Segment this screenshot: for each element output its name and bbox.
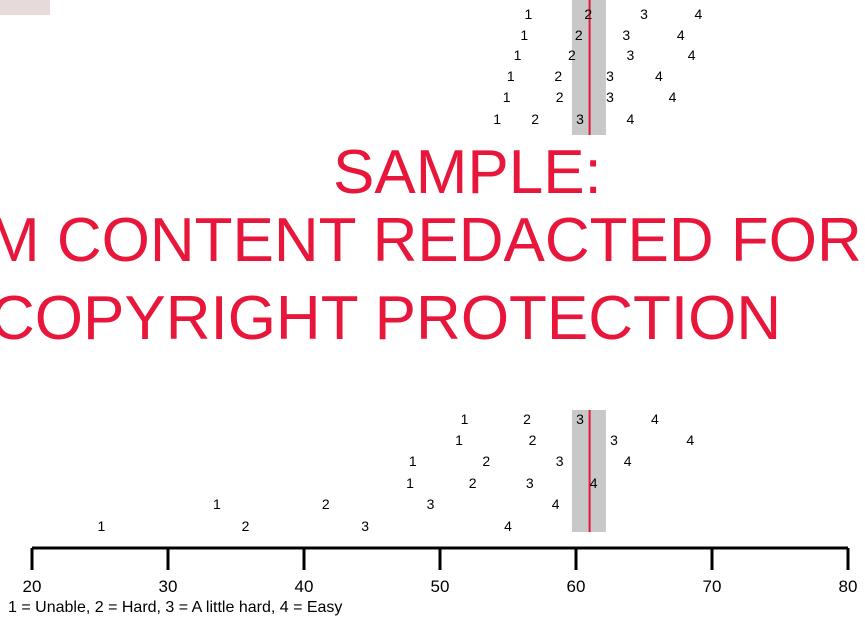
bottom-row-6-label-4: 4 — [504, 518, 512, 534]
top-row-5-label-1: 1 — [503, 89, 511, 105]
top-row-4-label-3: 3 — [606, 68, 614, 84]
top-row-5-label-2: 2 — [556, 89, 564, 105]
bottom-row-3-label-4: 4 — [624, 453, 632, 469]
top-row-5-label-3: 3 — [606, 89, 614, 105]
top-row-6-label-4: 4 — [627, 111, 635, 127]
top-row-2-label-4: 4 — [677, 27, 685, 43]
tick-label-70: 70 — [703, 577, 722, 596]
bottom-row-4-label-3: 3 — [526, 475, 534, 491]
top-row-5-label-4: 4 — [669, 89, 677, 105]
bottom-row-2-label-3: 3 — [610, 432, 618, 448]
bottom-row-3-label-3: 3 — [556, 453, 564, 469]
top-row-2-label-2: 2 — [575, 27, 583, 43]
bottom-row-1-label-4: 4 — [651, 411, 659, 427]
bottom-row-2-label-4: 4 — [686, 432, 694, 448]
top-row-4-label-2: 2 — [554, 68, 562, 84]
bottom-row-2-label-1: 1 — [455, 432, 463, 448]
top-row-3-label-4: 4 — [688, 47, 696, 63]
top-row-4-label-1: 1 — [507, 68, 515, 84]
top-row-1-label-3: 3 — [640, 6, 648, 22]
tick-label-40: 40 — [295, 577, 314, 596]
tick-label-60: 60 — [567, 577, 586, 596]
bottom-row-3-label-2: 2 — [482, 453, 490, 469]
top-row-4-label-4: 4 — [655, 68, 663, 84]
top-row-3-label-3: 3 — [627, 47, 635, 63]
bottom-row-6-label-2: 2 — [242, 518, 250, 534]
top-row-1-label-1: 1 — [525, 6, 533, 22]
bottom-row-5-label-2: 2 — [322, 496, 330, 512]
bottom-row-6-label-1: 1 — [97, 518, 105, 534]
top-row-6-label-3: 3 — [576, 111, 584, 127]
bottom-row-4-label-1: 1 — [406, 475, 414, 491]
bottom-row-1-label-3: 3 — [576, 411, 584, 427]
watermark-line-3: COPYRIGHT PROTECTION — [0, 284, 782, 353]
bottom-section: 1 2 3 41 2 3 41 2 3 41 2 3 41 2 3 41 2 3 4 — [97, 410, 694, 534]
bottom-row-1-label-2: 2 — [523, 411, 531, 427]
bottom-row-6-label-3: 3 — [361, 518, 369, 534]
tick-label-50: 50 — [431, 577, 450, 596]
top-row-3-label-1: 1 — [514, 47, 522, 63]
tick-label-20: 20 — [23, 577, 42, 596]
bottom-row-2-label-2: 2 — [529, 432, 537, 448]
top-row-1-label-2: 2 — [584, 6, 592, 22]
x-axis: 20 30 40 50 60 70 80 — [23, 546, 858, 596]
tick-label-80: 80 — [839, 577, 858, 596]
watermark-line-1: SAMPLE: — [333, 138, 602, 207]
legend-text: 1 = Unable, 2 = Hard, 3 = A little hard,… — [8, 599, 343, 616]
bottom-row-4-label-2: 2 — [469, 475, 477, 491]
top-section: 1 2 3 41 2 3 41 2 3 41 2 3 41 2 3 41 2 3 4 — [493, 0, 703, 135]
bottom-row-4-label-4: 4 — [590, 475, 598, 491]
bottom-row-1-label-1: 1 — [461, 411, 469, 427]
bottom-row-5-label-4: 4 — [552, 496, 560, 512]
bottom-row-3-label-1: 1 — [409, 453, 417, 469]
top-row-2-label-1: 1 — [520, 27, 528, 43]
bottom-row-5-label-3: 3 — [427, 496, 435, 512]
watermark-line-2: M CONTENT REDACTED FOR — [0, 206, 862, 275]
bottom-row-5-label-1: 1 — [213, 496, 221, 512]
top-row-3-label-2: 2 — [568, 47, 576, 63]
corner-box — [0, 0, 50, 15]
top-row-6-label-2: 2 — [531, 111, 539, 127]
tick-label-30: 30 — [159, 577, 178, 596]
top-row-6-label-1: 1 — [493, 111, 501, 127]
top-row-1-label-4: 4 — [695, 6, 703, 22]
top-row-2-label-3: 3 — [622, 27, 630, 43]
